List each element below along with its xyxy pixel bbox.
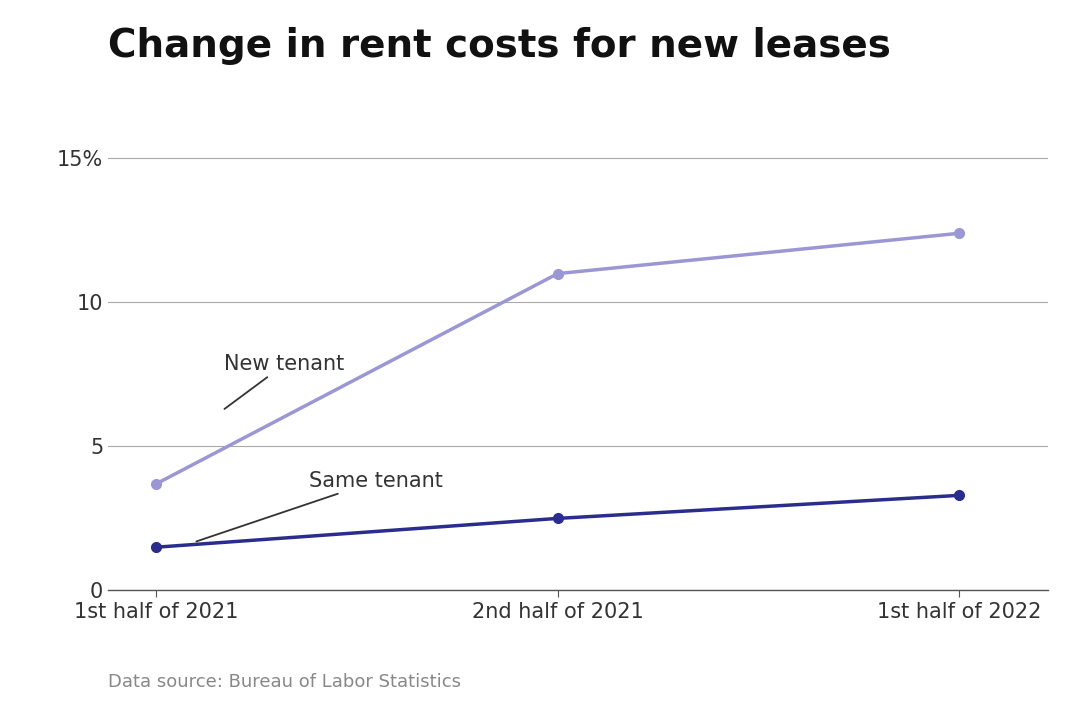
Text: Change in rent costs for new leases: Change in rent costs for new leases [108, 27, 891, 65]
Text: Data source: Bureau of Labor Statistics: Data source: Bureau of Labor Statistics [108, 673, 461, 691]
Text: Same tenant: Same tenant [197, 471, 443, 541]
Text: New tenant: New tenant [225, 354, 345, 409]
